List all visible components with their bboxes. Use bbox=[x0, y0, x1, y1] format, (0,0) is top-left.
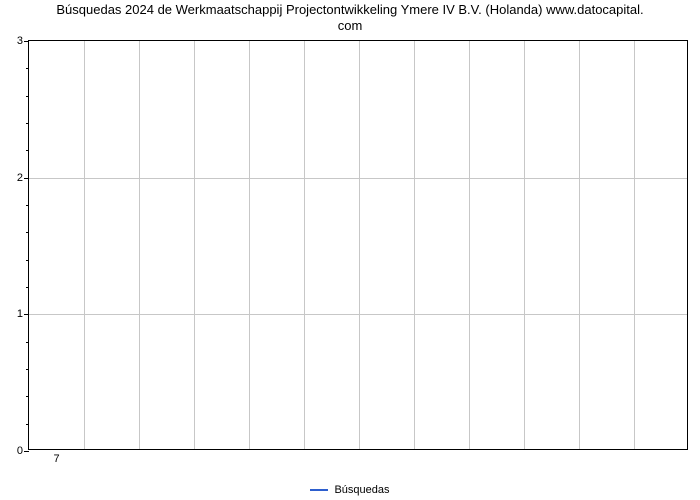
y-tick-mark bbox=[24, 314, 29, 315]
y-tick-label: 0 bbox=[17, 445, 23, 457]
y-tick-minor bbox=[26, 96, 29, 97]
y-tick-minor bbox=[26, 123, 29, 124]
gridline-vertical bbox=[194, 41, 195, 449]
y-tick-minor bbox=[26, 260, 29, 261]
y-tick-minor bbox=[26, 150, 29, 151]
y-tick-label: 2 bbox=[17, 172, 23, 184]
y-tick-minor bbox=[26, 424, 29, 425]
y-tick-mark bbox=[24, 178, 29, 179]
legend-label: Búsquedas bbox=[334, 484, 389, 496]
chart-title-line1: Búsquedas 2024 de Werkmaatschappij Proje… bbox=[56, 2, 643, 17]
y-tick-minor bbox=[26, 232, 29, 233]
y-tick-minor bbox=[26, 342, 29, 343]
gridline-vertical bbox=[359, 41, 360, 449]
y-tick-label: 1 bbox=[17, 308, 23, 320]
y-tick-label: 3 bbox=[17, 35, 23, 47]
gridline-vertical bbox=[579, 41, 580, 449]
gridline-horizontal bbox=[29, 314, 687, 315]
y-tick-minor bbox=[26, 396, 29, 397]
y-tick-minor bbox=[26, 369, 29, 370]
gridline-vertical bbox=[524, 41, 525, 449]
gridline-horizontal bbox=[29, 178, 687, 179]
gridline-vertical bbox=[249, 41, 250, 449]
gridline-vertical bbox=[469, 41, 470, 449]
y-tick-minor bbox=[26, 287, 29, 288]
gridline-vertical bbox=[414, 41, 415, 449]
gridline-vertical bbox=[139, 41, 140, 449]
plot-area: 01237 bbox=[28, 40, 688, 450]
y-tick-mark bbox=[24, 451, 29, 452]
gridline-vertical bbox=[84, 41, 85, 449]
y-tick-minor bbox=[26, 205, 29, 206]
legend: Búsquedas bbox=[0, 484, 700, 496]
x-tick-label: 7 bbox=[53, 453, 59, 465]
chart-title-line2: com bbox=[338, 18, 363, 33]
chart-title: Búsquedas 2024 de Werkmaatschappij Proje… bbox=[0, 2, 700, 35]
y-tick-mark bbox=[24, 41, 29, 42]
chart-container: Búsquedas 2024 de Werkmaatschappij Proje… bbox=[0, 0, 700, 500]
legend-swatch bbox=[310, 489, 328, 491]
gridline-vertical bbox=[304, 41, 305, 449]
gridline-vertical bbox=[634, 41, 635, 449]
y-tick-minor bbox=[26, 68, 29, 69]
